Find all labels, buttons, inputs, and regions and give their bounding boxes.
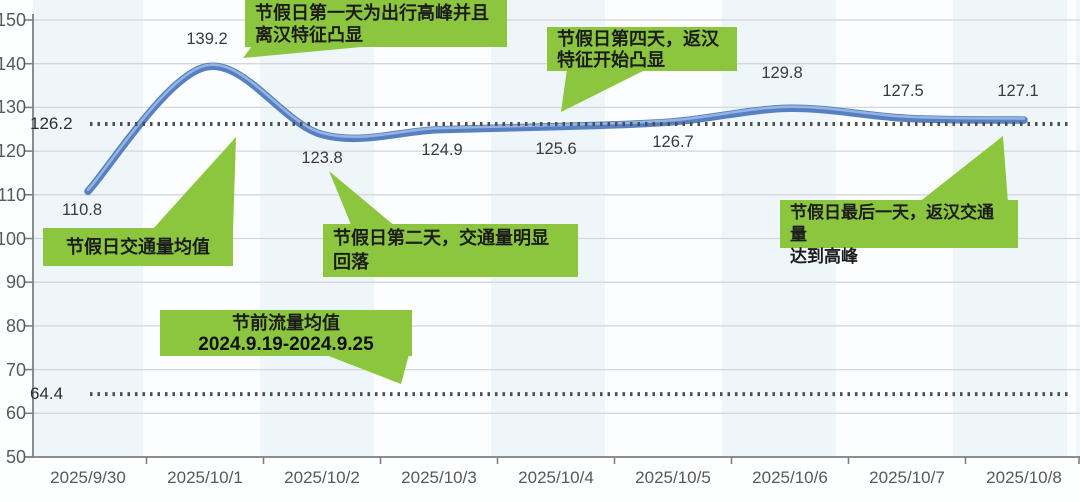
x-axis-tick-label: 2025/10/1 (167, 468, 243, 487)
callout-tail-day4 (561, 69, 647, 112)
callout-holiday-avg-line1: 节假日交通量均值 (66, 237, 210, 257)
callout-tail-pre-holiday (326, 351, 410, 384)
callout-tail-day2 (329, 171, 396, 227)
callout-day1-peak: 节假日第一天为出行高峰并且 离汉特征凸显 (245, 0, 507, 47)
callout-day1-line1: 节假日第一天为出行高峰并且 (255, 3, 489, 23)
data-point-label: 139.2 (186, 30, 228, 49)
x-axis-tick-label: 2025/10/2 (284, 468, 360, 487)
callout-tail-holiday-avg (152, 137, 236, 230)
callout-pre-holiday-line1: 节前流量均值 (232, 313, 340, 333)
y-axis-tick-label: 140 (0, 53, 26, 74)
x-axis-tick-label: 2025/10/3 (401, 468, 477, 487)
x-axis-tick-label: 2025/10/5 (635, 468, 711, 487)
callout-day2-line1: 节假日第二天，交通量明显 (333, 228, 549, 248)
y-axis-tick-label: 70 (5, 359, 26, 380)
callout-holiday-average: 节假日交通量均值 (43, 228, 233, 266)
x-axis-tick-label: 2025/10/4 (518, 468, 594, 487)
holiday-average-value: 126.2 (30, 114, 73, 133)
x-axis-tick-label: 2025/9/30 (50, 468, 126, 487)
callout-last-day-line1: 节假日最后一天，返汉交通量 (790, 203, 994, 244)
y-axis-tick-label: 80 (5, 315, 26, 336)
callout-day4-line2: 特征开始凸显 (557, 50, 665, 70)
callout-tail-day1 (243, 46, 372, 58)
x-axis-tick-label: 2025/10/7 (869, 468, 945, 487)
callout-last-day-peak: 节假日最后一天，返汉交通量 达到高峰 (780, 200, 1018, 266)
y-axis-tick-label: 90 (5, 272, 26, 293)
y-axis-tick-label: 50 (5, 447, 26, 467)
callout-day4-line1: 节假日第四天，返汉 (557, 29, 719, 49)
callout-tails (152, 46, 1008, 384)
x-axis-tick-label: 2025/10/6 (752, 468, 828, 487)
data-point-label: 126.7 (652, 132, 694, 151)
data-point-label: 123.8 (301, 149, 343, 168)
callout-tail-last-day (918, 136, 1008, 203)
callout-pre-holiday-average: 节前流量均值 2024.9.19-2024.9.25 (160, 310, 412, 356)
data-point-label: 125.6 (535, 139, 577, 158)
axes (25, 14, 1080, 464)
data-point-label: 124.9 (421, 140, 463, 159)
y-axis-tick-label: 110 (0, 184, 26, 205)
y-axis-tick-label: 130 (0, 97, 26, 118)
x-axis-tick-label: 2025/10/8 (986, 468, 1062, 487)
callout-last-day-line2: 达到高峰 (790, 247, 858, 266)
data-point-label: 110.8 (61, 201, 103, 220)
callout-day2-dropback: 节假日第二天，交通量明显 回落 (323, 224, 578, 277)
traffic-line (84, 62, 1028, 196)
callout-day2-line2: 回落 (333, 252, 369, 272)
y-axis-tick-label: 150 (0, 10, 26, 30)
callout-pre-holiday-daterange: 2024.9.19-2024.9.25 (198, 334, 374, 355)
data-point-label: 129.8 (761, 64, 803, 83)
y-axis-tick-label: 120 (0, 141, 26, 162)
y-axis-tick-label: 100 (0, 228, 26, 249)
data-point-label: 127.5 (882, 82, 924, 101)
data-point-label: 127.1 (997, 82, 1039, 101)
callout-day1-line2: 离汉特征凸显 (255, 25, 363, 45)
pre-holiday-average-value: 64.4 (30, 384, 64, 403)
reference-dotted-lines (90, 122, 1072, 397)
y-axis-tick-label: 60 (5, 403, 26, 424)
callout-day4-return: 节假日第四天，返汉 特征开始凸显 (547, 27, 737, 71)
